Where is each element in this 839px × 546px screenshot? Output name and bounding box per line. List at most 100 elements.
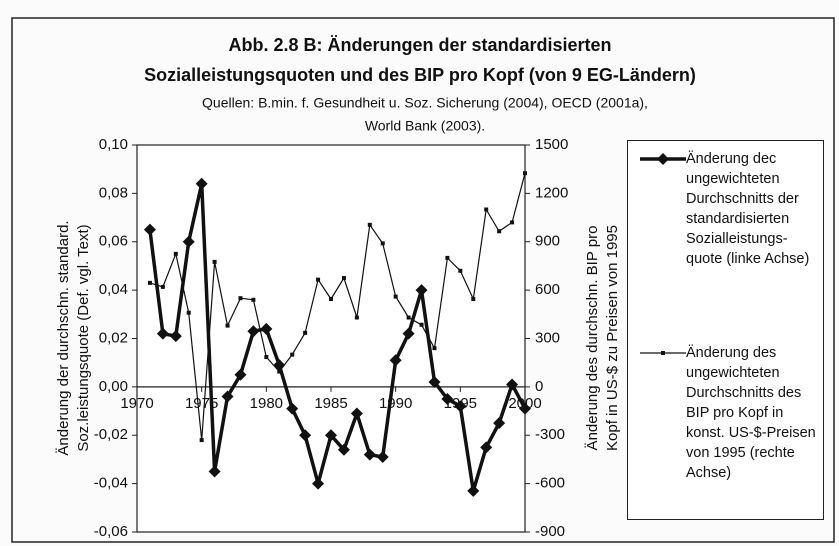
x-tick-label: 1985 xyxy=(314,395,347,412)
marker xyxy=(329,296,333,301)
legend-marker xyxy=(661,351,665,355)
marker xyxy=(428,376,441,389)
marker xyxy=(251,297,256,302)
marker xyxy=(169,330,182,343)
y-tick-label: -0,02 xyxy=(94,426,128,443)
marker xyxy=(199,438,204,443)
legend-label: Änderung dec ungewichteten Durchschnitts… xyxy=(686,151,810,267)
marker xyxy=(234,368,247,381)
y-tick-label: -0,04 xyxy=(94,475,128,492)
legend-keys xyxy=(640,153,686,355)
y2-axis-title: Änderung des durchschn. BIP pro xyxy=(584,226,601,451)
marker xyxy=(458,268,463,273)
series-line xyxy=(148,181,527,493)
marker xyxy=(186,310,191,315)
marker xyxy=(484,207,489,212)
y2-tick-label: -900 xyxy=(535,523,565,540)
chart-subtitle: Quellen: B.min. f. Gesundheit u. Soz. Si… xyxy=(202,95,648,111)
y2-tick-label: 600 xyxy=(535,281,560,298)
y-tick-label: 0,06 xyxy=(99,233,128,250)
marker xyxy=(480,441,493,454)
marker xyxy=(264,355,269,360)
marker xyxy=(510,220,515,225)
marker xyxy=(238,296,243,301)
marker xyxy=(337,443,350,456)
y2-tick-label: 1200 xyxy=(535,184,568,201)
legend: Änderung dec ungewichteten Durchschnitts… xyxy=(627,140,824,520)
y-tick-label: 0,08 xyxy=(99,184,128,201)
y-tick-label: 0,00 xyxy=(99,378,128,395)
marker xyxy=(363,448,376,461)
chart-subtitle: World Bank (2003). xyxy=(365,118,485,134)
marker xyxy=(471,296,476,301)
marker xyxy=(277,369,282,374)
x-tick-label: 1970 xyxy=(120,395,153,412)
marker xyxy=(316,277,321,282)
marker xyxy=(523,171,527,176)
marker xyxy=(519,402,531,415)
y2-tick-label: 900 xyxy=(535,233,560,250)
marker xyxy=(156,327,169,340)
marker xyxy=(173,251,178,256)
marker xyxy=(290,352,295,357)
marker xyxy=(350,407,363,420)
legend-marker xyxy=(657,153,669,165)
marker xyxy=(303,330,308,335)
marker xyxy=(367,222,372,227)
legend-label: Änderung des ungewichteten Durchschnitts… xyxy=(686,345,816,481)
marker xyxy=(195,177,208,190)
marker xyxy=(506,378,519,391)
marker xyxy=(147,280,152,285)
marker xyxy=(208,465,221,478)
y2-tick-label: 1500 xyxy=(535,136,568,153)
marker xyxy=(225,323,230,328)
series-line xyxy=(149,173,526,441)
marker xyxy=(143,223,156,236)
y-tick-label: 0,02 xyxy=(99,329,128,346)
marker xyxy=(260,322,273,335)
marker xyxy=(441,392,454,405)
marker xyxy=(432,346,437,351)
marker xyxy=(299,429,312,442)
y-axis-title: Änderung der durchschn. standard. xyxy=(55,220,72,455)
x-tick-label: 1980 xyxy=(250,395,283,412)
y-axis-title: Soz.leistungsquote (Def. vgl. Text) xyxy=(75,224,92,451)
marker xyxy=(376,451,389,464)
y-tick-label: 0,04 xyxy=(99,281,128,298)
marker xyxy=(406,315,411,320)
y-tick-label: 0,10 xyxy=(99,136,128,153)
marker xyxy=(467,484,480,497)
marker xyxy=(286,402,299,415)
marker xyxy=(221,390,234,403)
marker xyxy=(212,259,217,264)
marker xyxy=(312,477,325,490)
marker xyxy=(325,429,337,442)
marker xyxy=(354,315,359,320)
marker xyxy=(402,327,415,340)
y2-axis-title: Kopf in US-$ zu Preisen von 1995 xyxy=(604,225,621,451)
x-tick-label: 1990 xyxy=(379,395,412,412)
y2-tick-label: -300 xyxy=(535,426,565,443)
y2-tick-label: 300 xyxy=(535,329,560,346)
marker xyxy=(341,276,346,281)
marker xyxy=(247,325,260,338)
y2-tick-label: 0 xyxy=(535,378,543,395)
frame xyxy=(11,17,835,543)
y2-tick-label: -600 xyxy=(535,475,565,492)
marker xyxy=(454,400,467,413)
marker xyxy=(497,229,502,234)
marker xyxy=(160,284,165,289)
plot-area xyxy=(136,144,526,533)
marker xyxy=(389,354,402,367)
chart-title: Sozialleistungsquoten und des BIP pro Ko… xyxy=(144,65,696,85)
chart-title: Abb. 2.8 B: Änderungen der standardisier… xyxy=(228,35,611,55)
marker xyxy=(380,241,385,246)
marker xyxy=(393,294,398,299)
y-tick-label: -0,06 xyxy=(94,523,128,540)
marker xyxy=(445,255,450,260)
marker xyxy=(493,417,506,430)
marker xyxy=(182,235,195,248)
marker xyxy=(415,284,428,297)
